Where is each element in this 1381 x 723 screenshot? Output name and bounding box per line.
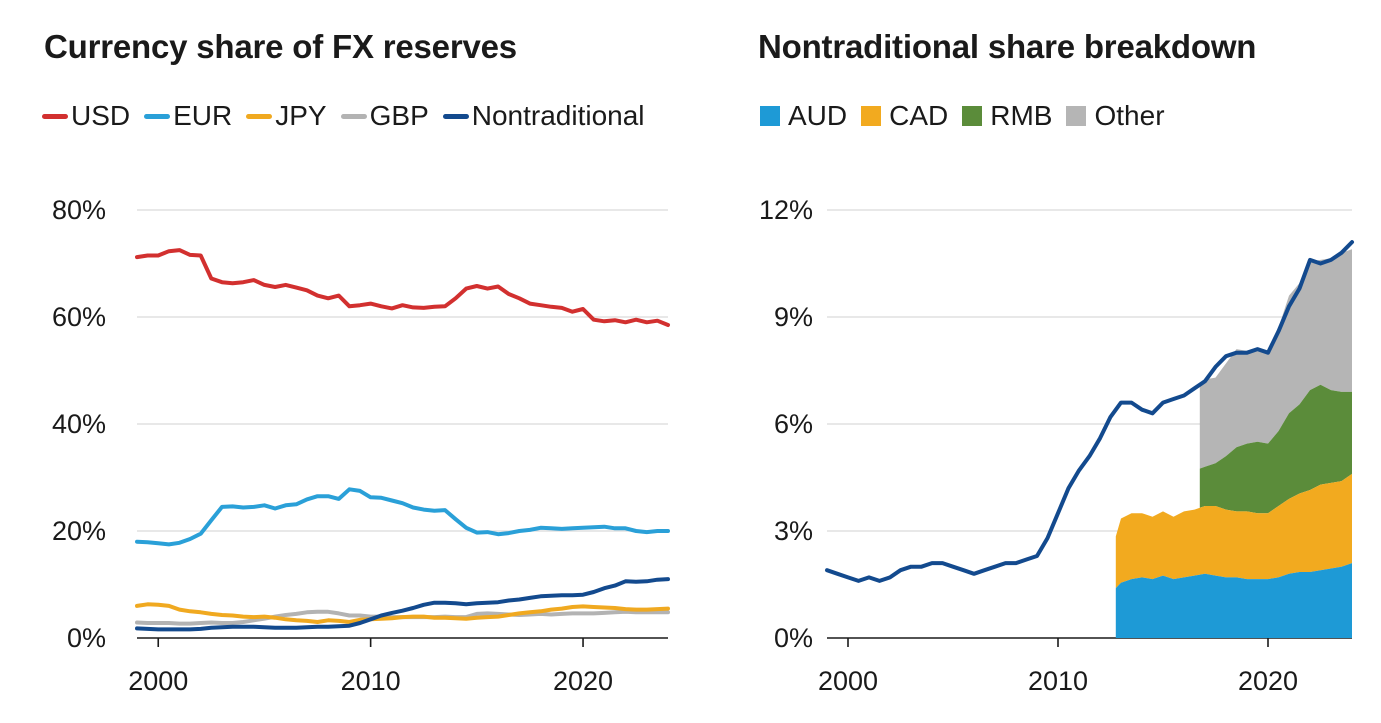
legend-item-usd: USD [42, 100, 130, 132]
legend-swatch-gbp [340, 113, 367, 119]
legend-swatch-jpy [246, 113, 273, 119]
y-tick-label: 20% [52, 516, 106, 546]
area-rmb [1199, 384, 1352, 514]
legend-item-gbp: GBP [340, 100, 429, 132]
y-tick-label: 80% [52, 195, 106, 225]
legend-item-nontraditional: Nontraditional [442, 100, 645, 132]
legend-swatch-rmb [962, 106, 983, 126]
y-tick-label: 3% [774, 516, 813, 546]
x-tick-label: 2000 [128, 666, 188, 696]
series-line-eur [135, 487, 670, 547]
x-tick-label: 2020 [1238, 666, 1298, 696]
series-line-usd [135, 248, 670, 327]
y-tick-label: 6% [774, 409, 813, 439]
x-tick-label: 2000 [818, 666, 878, 696]
y-tick-label: 12% [759, 195, 813, 225]
legend-label-nontraditional: Nontraditional [471, 100, 645, 131]
area-aud [1115, 563, 1352, 638]
stacked-area-chart-plot: 0% 3% 6% 9% 12% 2000 2010 2020 [759, 195, 1354, 696]
legend-item-cad: CAD [861, 100, 948, 132]
chart-panel-fx-reserves: Currency share of FX reserves USD EUR JP… [0, 0, 690, 723]
x-tick-label: 2020 [553, 666, 613, 696]
line-chart-plot: 0% 20% 40% 60% 80% 2000 2010 2020 [52, 195, 670, 696]
chart-legend: AUD CAD RMB Other [760, 100, 1179, 132]
legend-swatch-cad [861, 106, 882, 126]
legend-label-jpy: JPY [275, 100, 327, 131]
legend-label-eur: EUR [173, 100, 233, 131]
legend-item-other: Other [1066, 100, 1165, 132]
legend-label-usd: USD [71, 100, 131, 131]
y-tick-label: 40% [52, 409, 106, 439]
chart-panel-nontraditional-breakdown: Nontraditional share breakdown AUD CAD R… [700, 0, 1381, 723]
series-line-nontraditional-total [825, 240, 1354, 583]
legend-label-rmb: RMB [990, 100, 1053, 131]
x-tick-label: 2010 [341, 666, 401, 696]
legend-swatch-other [1066, 106, 1087, 126]
legend-swatch-nontraditional [442, 113, 469, 119]
y-tick-label: 0% [774, 623, 813, 653]
legend-label-gbp: GBP [369, 100, 429, 131]
legend-item-rmb: RMB [962, 100, 1052, 132]
series-line-nontraditional [135, 577, 670, 632]
chart-title: Currency share of FX reserves [44, 28, 517, 65]
legend-swatch-aud [760, 106, 780, 126]
legend-item-jpy: JPY [246, 100, 327, 132]
y-tick-label: 0% [67, 623, 106, 653]
legend-label-aud: AUD [788, 100, 848, 131]
area-cad [1115, 473, 1352, 589]
legend-label-other: Other [1094, 100, 1165, 131]
series-line-jpy [135, 602, 670, 624]
legend-label-cad: CAD [889, 100, 949, 131]
legend-swatch-eur [144, 113, 171, 119]
legend-swatch-usd [42, 113, 68, 119]
gridlines [137, 209, 668, 532]
chart-title: Nontraditional share breakdown [758, 28, 1257, 65]
y-tick-label: 60% [52, 302, 106, 332]
legend-item-aud: AUD [760, 100, 847, 132]
y-tick-label: 9% [774, 302, 813, 332]
chart-legend: USD EUR JPY GBP Nontraditional [42, 100, 659, 132]
area-other [1199, 249, 1352, 469]
x-tick-label: 2010 [1028, 666, 1088, 696]
legend-item-eur: EUR [144, 100, 232, 132]
